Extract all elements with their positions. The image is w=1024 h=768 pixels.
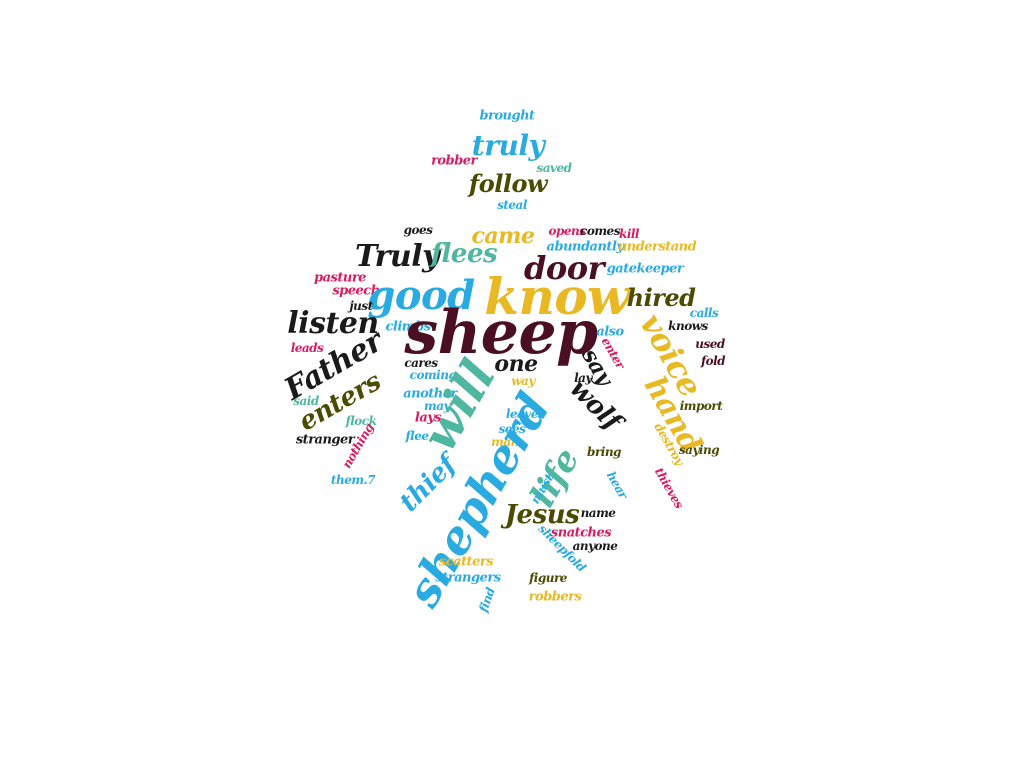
word-said: said (293, 394, 319, 408)
word-comes: comes (580, 224, 620, 238)
word-man: man (491, 435, 519, 449)
word-figure: figure (529, 571, 567, 585)
word-stranger: stranger (295, 432, 355, 448)
word-climbs: climbs (385, 319, 431, 335)
word-may: may (424, 399, 450, 413)
word-find: find (476, 585, 498, 615)
word-kill: kill (619, 227, 640, 241)
word-coming: coming (409, 368, 457, 382)
word-robber: robber (431, 153, 477, 169)
word-bring: bring (587, 445, 621, 459)
word-knows: knows (668, 319, 708, 333)
word-sees: sees (498, 422, 526, 436)
word-lays: lays (414, 410, 442, 426)
word-abundantly: abundantly (546, 239, 624, 255)
word-also: also (596, 324, 624, 340)
word-hired: hired (626, 283, 696, 312)
word-scatters: scatters (438, 554, 494, 570)
word-speech: speech (332, 283, 380, 299)
word-name: name (580, 506, 616, 520)
word-door: door (524, 249, 604, 287)
word-sheep: sheep (404, 298, 598, 368)
word-way: way (511, 374, 535, 388)
word-listen: listen (287, 306, 379, 341)
word-hear: hear (603, 469, 631, 501)
word-just: just (349, 299, 373, 313)
word-them7: them.7 (330, 473, 376, 487)
word-opens: opens (548, 224, 586, 238)
word-follow: follow (468, 169, 548, 198)
word-flee: flee (405, 429, 430, 443)
word-wolf: wolf (563, 373, 627, 437)
word-import: import (679, 399, 723, 413)
word-leaves: leaves (505, 407, 545, 421)
word-snatches: snatches (550, 525, 612, 541)
word-leads: leads (290, 341, 324, 355)
word-anyone: anyone (572, 539, 618, 553)
word-saved: saved (536, 161, 572, 175)
word-thieves: thieves (651, 465, 687, 511)
word-gatekeeper: gatekeeper (606, 261, 684, 277)
word-truly: truly (471, 129, 545, 162)
word-good: good (367, 272, 475, 319)
word-calls: calls (689, 306, 719, 320)
word-pasture: pasture (314, 270, 366, 286)
word-robbers: robbers (528, 589, 582, 605)
word-used: used (695, 337, 725, 351)
word-cares: cares (404, 356, 438, 370)
word-another: another (403, 386, 457, 402)
word-fold: fold (700, 354, 726, 368)
word-goes: goes (403, 223, 433, 237)
word-understand: understand (617, 239, 697, 255)
word-know: know (484, 267, 630, 326)
word-truly-capital: Truly (354, 239, 440, 274)
word-steal: steal (497, 198, 527, 212)
word-flock: flock (345, 414, 377, 428)
word-jesus: Jesus (504, 500, 580, 530)
word-brought: brought (479, 108, 535, 124)
word-saying: saying (678, 443, 720, 457)
word-strangers: strangers (435, 570, 501, 586)
word-lay: lay (574, 371, 592, 385)
word-one: one (494, 351, 538, 377)
word-flees: flees (430, 239, 498, 269)
word-came: came (471, 223, 535, 249)
